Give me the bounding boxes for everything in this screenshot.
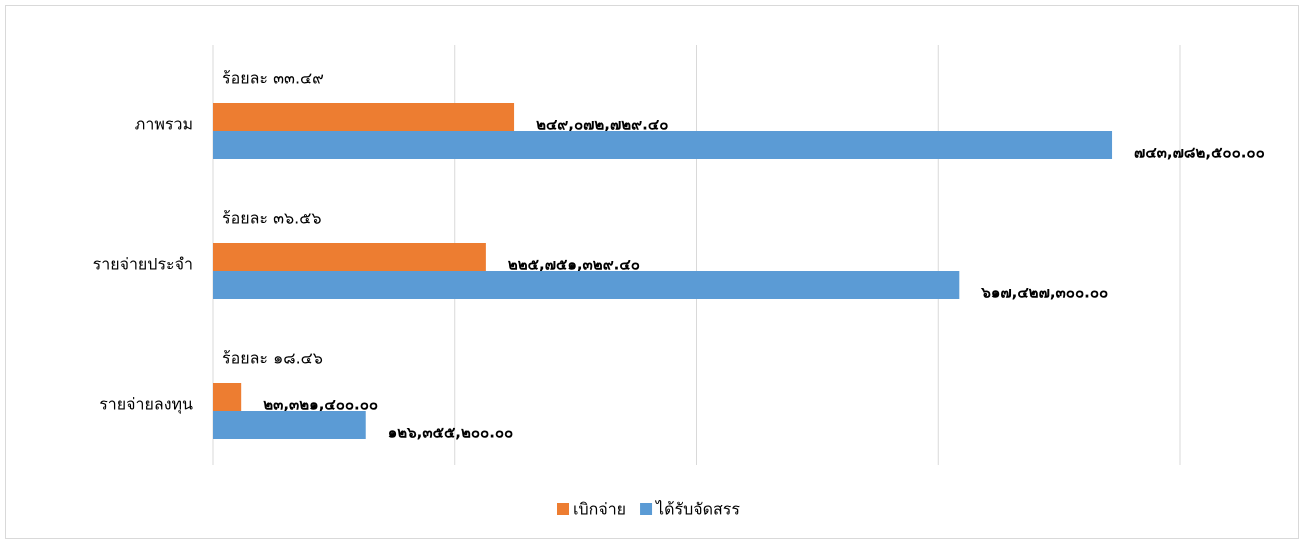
y-tick-label: รายจ่ายประจำ [93, 255, 193, 274]
value-label: ๖๑๗,๔๒๗,๓๐๐.๐๐ [980, 284, 1108, 302]
bar [213, 103, 515, 131]
annotation: ร้อยละ ๓๖.๕๖ [222, 209, 322, 228]
value-label: ๒๒๕,๗๕๑,๓๒๙.๔๐ [508, 256, 640, 274]
bar [213, 243, 486, 271]
value-label: ๗๔๓,๗๘๒,๕๐๐.๐๐ [1134, 144, 1265, 162]
y-tick-label: รายจ่ายลงทุน [99, 395, 193, 415]
legend-swatch [557, 503, 569, 515]
legend-label: ได้รับจัดสรร [654, 500, 740, 519]
bar [213, 383, 242, 411]
value-label: ๒๔๙,๐๗๒,๗๒๙.๔๐ [536, 116, 668, 134]
annotation: ร้อยละ ๑๘.๔๖ [222, 349, 323, 368]
value-label: ๒๓,๓๒๑,๔๐๐.๐๐ [263, 396, 378, 414]
bar [213, 271, 960, 299]
bar [213, 131, 1113, 159]
value-label: ๑๒๖,๓๕๕,๒๐๐.๐๐ [388, 424, 513, 442]
legend-label: เบิกจ่าย [573, 500, 626, 519]
legend-swatch [640, 503, 653, 515]
bar [213, 411, 366, 439]
y-tick-label: ภาพรวม [135, 115, 193, 134]
annotation: ร้อยละ ๓๓.๔๙ [222, 69, 324, 88]
